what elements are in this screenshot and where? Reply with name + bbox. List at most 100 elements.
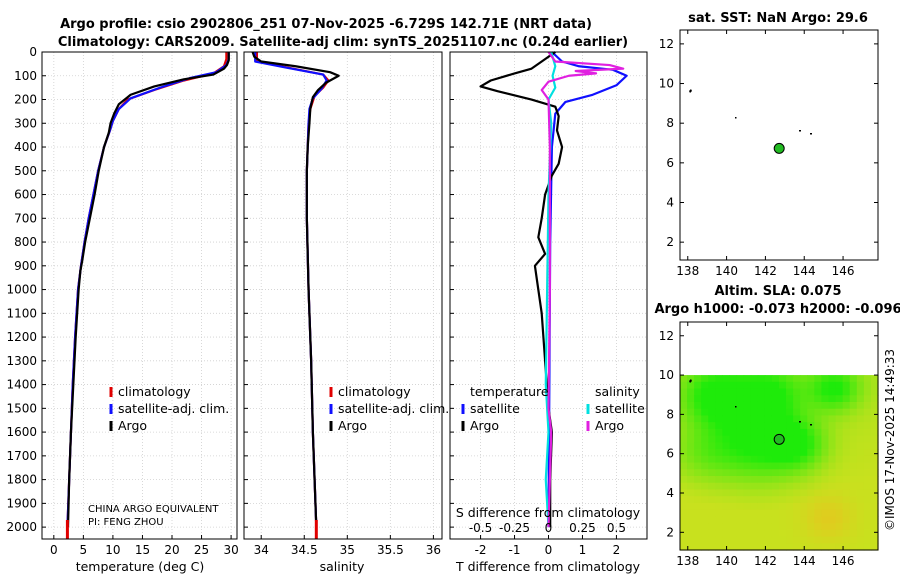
y-tick-label: 10 [659, 77, 674, 91]
heat-cell [764, 496, 773, 504]
heat-cell [715, 516, 724, 524]
heat-cell [870, 475, 879, 484]
heat-cell [807, 428, 815, 437]
heat-cell [722, 395, 731, 403]
heat-cell [870, 415, 879, 423]
heat-cell [821, 496, 830, 504]
heat-cell [800, 536, 808, 544]
heat-cell [722, 536, 731, 544]
heat-cell [757, 408, 766, 417]
heat-cell [694, 435, 702, 443]
heat-cell [814, 375, 823, 383]
heat-cell [736, 482, 745, 491]
series-argo [251, 51, 340, 528]
heat-cell [821, 401, 830, 410]
heat-cell [736, 502, 745, 511]
heat-cell [842, 516, 851, 524]
heat-cell [863, 401, 872, 410]
heat-cell [722, 415, 731, 423]
y-tick-label: 700 [14, 211, 37, 225]
heat-cell [694, 455, 702, 464]
heat-cell [793, 428, 801, 437]
heat-cell [800, 442, 808, 450]
heat-cell [750, 381, 759, 390]
heat-cell [800, 462, 808, 470]
heat-cell [786, 415, 794, 423]
heat-cell [814, 523, 823, 531]
heat-cell [835, 543, 844, 551]
heat-cell [842, 401, 851, 410]
heat-cell [743, 422, 752, 430]
heat-cell [814, 408, 823, 417]
heat-cell [687, 415, 695, 423]
heat-cell [743, 536, 752, 544]
heat-cell [786, 401, 794, 410]
timestamp: ©IMOS 17-Nov-2025 14:49:33 [883, 349, 897, 531]
heat-cell [835, 388, 844, 396]
heat-cell [807, 401, 815, 410]
heat-cell [835, 381, 844, 390]
heat-cell [786, 469, 794, 477]
heat-cell [821, 455, 830, 464]
heat-cell [786, 375, 794, 383]
heat-cell [701, 475, 709, 484]
heat-cell [800, 455, 808, 464]
heat-cell [750, 516, 759, 524]
heat-cell [708, 401, 716, 410]
heat-cell [835, 375, 844, 383]
heat-cell [764, 475, 773, 484]
heat-cell [701, 496, 709, 504]
heat-cell [821, 395, 830, 403]
heat-cell [786, 381, 794, 390]
heat-cell [743, 529, 752, 538]
heat-cell [856, 435, 865, 443]
heat-cell [842, 529, 851, 538]
heat-cell [771, 496, 780, 504]
heat-cell [800, 516, 808, 524]
heat-cell [750, 408, 759, 417]
difference-legend: temperature salinity satellite Argo sate… [461, 384, 645, 433]
heat-cell [757, 422, 766, 430]
heat-cell [687, 395, 695, 403]
y-tick-label: 600 [14, 188, 37, 202]
heat-cell [856, 401, 865, 410]
heat-cell [764, 408, 773, 417]
heat-cell [821, 536, 830, 544]
s-diff-tick-label: -0.5 [469, 521, 492, 535]
heat-cell [870, 536, 879, 544]
x-tick-label: 10 [105, 543, 120, 557]
heat-cell [807, 529, 815, 538]
heat-cell [687, 469, 695, 477]
heat-cell [771, 375, 780, 383]
heat-cell [743, 455, 752, 464]
heat-cell [779, 543, 787, 551]
heat-cell [750, 375, 759, 383]
heat-cell [764, 462, 773, 470]
heat-cell [764, 469, 773, 477]
heat-cell [870, 455, 879, 464]
heat-cell [764, 435, 773, 443]
heat-cell [743, 428, 752, 437]
y-tick-label: 1600 [6, 425, 37, 439]
heat-cell [764, 529, 773, 538]
heat-cell [793, 442, 801, 450]
heat-cell [771, 428, 780, 437]
heat-cell [729, 415, 738, 423]
heat-cell [757, 449, 766, 457]
legend-argo: Argo [338, 418, 367, 433]
heat-cell [793, 489, 801, 497]
heat-cell [743, 435, 752, 443]
heat-cell [814, 509, 823, 517]
y-tick-label: 900 [14, 259, 37, 273]
heat-cell [835, 408, 844, 417]
heat-cell [708, 395, 716, 403]
temperature-legend: climatology satellite-adj. clim. Argo [109, 384, 229, 433]
heat-cell [863, 536, 872, 544]
heat-cell [828, 523, 837, 531]
heat-cell [694, 442, 702, 450]
heat-cell [715, 489, 724, 497]
heat-cell [680, 381, 688, 390]
heat-cell [729, 375, 738, 383]
heat-cell [743, 543, 752, 551]
legend-climatology: climatology [118, 384, 191, 399]
